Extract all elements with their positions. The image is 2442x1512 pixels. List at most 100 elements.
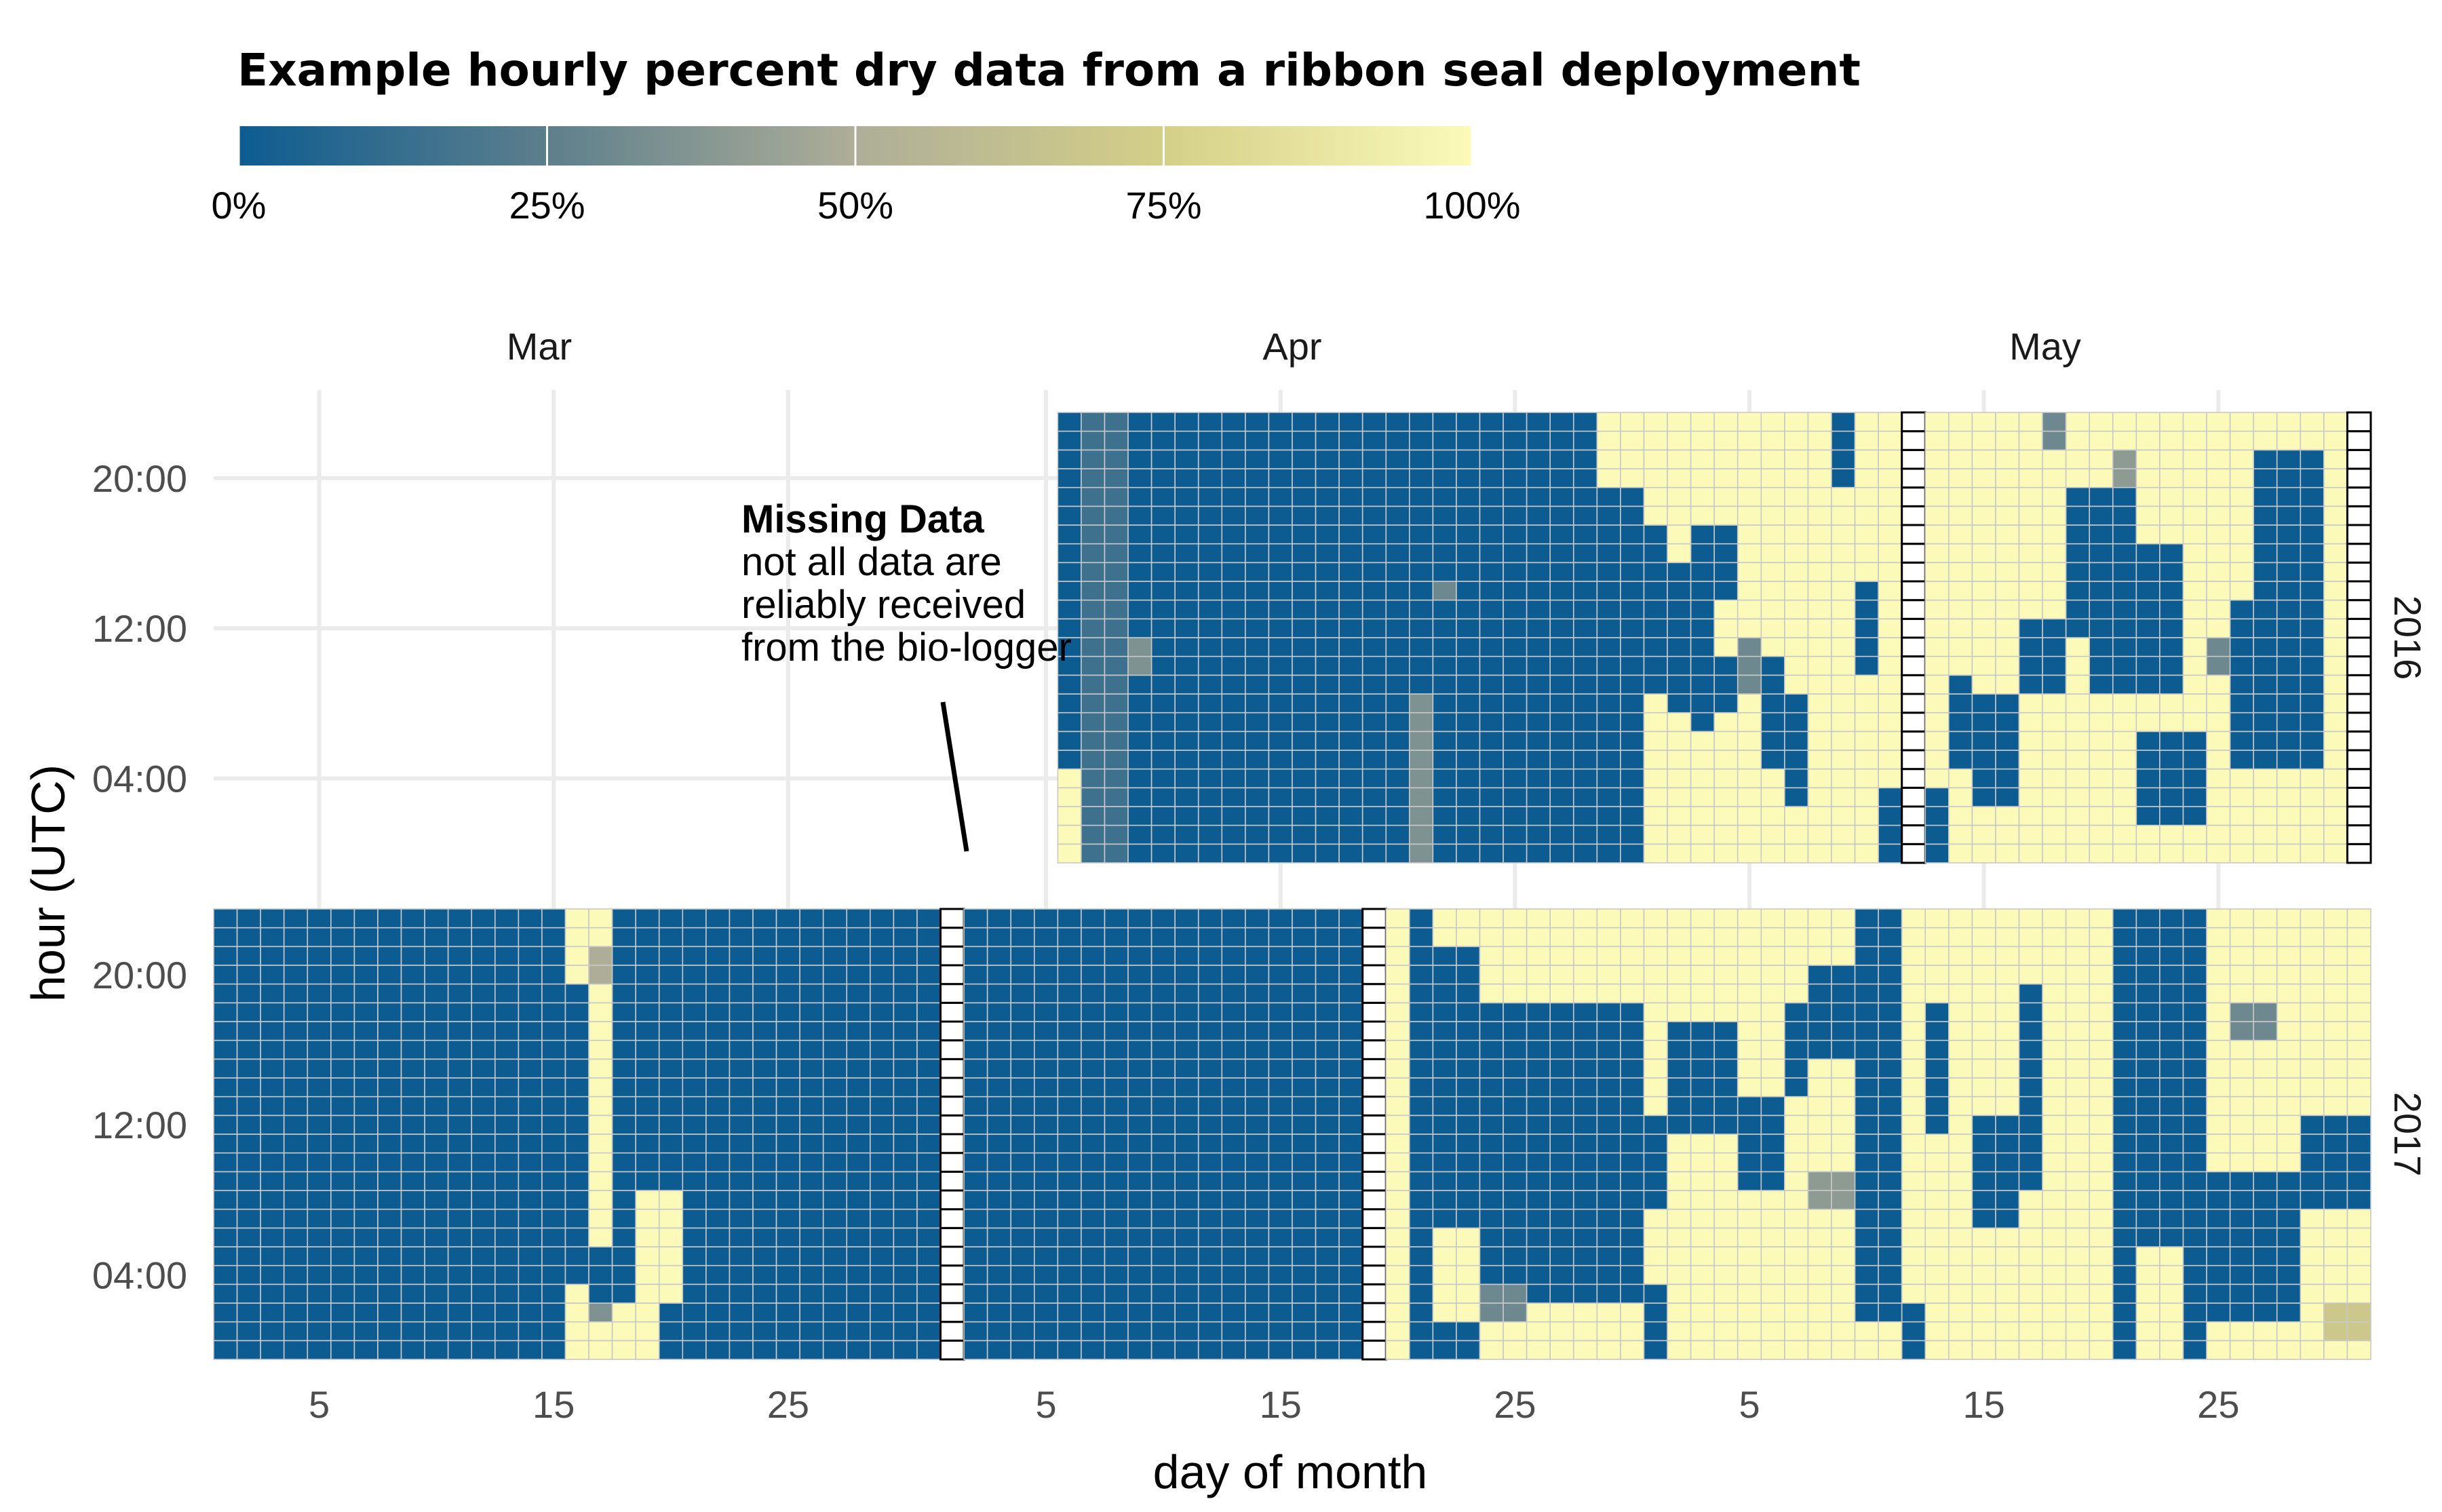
heatmap-cell: [1479, 1283, 1504, 1304]
heatmap-cell: [1292, 806, 1317, 826]
heatmap-cell: [1245, 750, 1270, 770]
heatmap-cell: [1292, 731, 1317, 751]
heatmap-cell: [518, 946, 543, 966]
heatmap-cell: [822, 965, 848, 985]
heatmap-cell: [611, 908, 636, 929]
heatmap-cell: [2182, 562, 2207, 582]
heatmap-cell: [1526, 731, 1551, 751]
heatmap-cell: [822, 1340, 848, 1360]
heatmap-cell: [2112, 430, 2137, 451]
heatmap-cell: [2112, 806, 2137, 826]
heatmap-cell: [471, 1227, 496, 1247]
heatmap-cell: [564, 946, 589, 966]
heatmap-cell: [752, 927, 777, 948]
heatmap-cell: [893, 1058, 918, 1079]
heatmap-cell: [1033, 1171, 1059, 1191]
heatmap-cell: [1385, 524, 1410, 545]
heatmap-cell: [1948, 1302, 1973, 1323]
heatmap-cell: [986, 1264, 1012, 1285]
heatmap-cell: [1807, 768, 1832, 789]
heatmap-cell: [1081, 750, 1106, 770]
heatmap-cell: [1620, 843, 1645, 864]
heatmap-cell: [1385, 1227, 1410, 1247]
heatmap-cell: [2300, 655, 2325, 676]
heatmap-cell: [1572, 468, 1598, 488]
heatmap-cell: [1549, 946, 1574, 966]
heatmap-cell: [2300, 1283, 2325, 1304]
heatmap-cell: [1409, 449, 1434, 469]
heatmap-cell: [1221, 581, 1246, 601]
heatmap-cell: [447, 1077, 473, 1098]
heatmap-cell: [2065, 449, 2091, 469]
heatmap-cell: [471, 1058, 496, 1079]
heatmap-cell: [260, 1246, 285, 1266]
heatmap-cell: [2276, 1096, 2302, 1117]
heatmap-cell: [1268, 927, 1293, 948]
heatmap-cell: [2323, 543, 2348, 564]
heatmap-cell: [635, 1058, 660, 1079]
heatmap-cell: [1572, 1114, 1598, 1135]
heatmap-cell: [213, 1190, 238, 1210]
heatmap-cell: [1713, 1058, 1739, 1079]
heatmap-cell: [1667, 1264, 1692, 1285]
missing-data-cell: [1361, 1208, 1387, 1229]
heatmap-cell: [2182, 1114, 2207, 1135]
heatmap-cell: [2089, 1340, 2114, 1360]
heatmap-cell: [1221, 1077, 1246, 1098]
heatmap-cell: [2042, 1264, 2067, 1285]
heatmap-cell: [2112, 927, 2137, 948]
heatmap-cell: [1057, 1152, 1082, 1173]
heatmap-cell: [893, 1227, 918, 1247]
heatmap-cell: [1432, 524, 1457, 545]
heatmap-cell: [2206, 965, 2231, 985]
heatmap-cell: [2135, 750, 2160, 770]
heatmap-cell: [1526, 505, 1551, 526]
heatmap-cell: [1690, 1208, 1715, 1229]
heatmap-cell: [1268, 843, 1293, 864]
heatmap-cell: [2276, 1021, 2302, 1041]
heatmap-cell: [564, 927, 589, 948]
heatmap-cell: [236, 1340, 261, 1360]
heatmap-cell: [1315, 806, 1340, 826]
heatmap-cell: [1268, 965, 1293, 985]
heatmap-cell: [2018, 581, 2043, 601]
heatmap-cell: [1620, 1264, 1645, 1285]
heatmap-cell: [870, 1208, 895, 1229]
heatmap-cell: [1549, 505, 1574, 526]
heatmap-cell: [2159, 843, 2184, 864]
heatmap-cell: [1549, 1208, 1574, 1229]
heatmap-cell: [2276, 1114, 2302, 1135]
heatmap-cell: [518, 1171, 543, 1191]
heatmap-cell: [1338, 1114, 1363, 1135]
heatmap-cell: [2253, 1227, 2278, 1247]
heatmap-cell: [1456, 674, 1481, 695]
heatmap-cell: [1784, 1152, 1809, 1173]
heatmap-cell: [1104, 806, 1129, 826]
heatmap-cell: [1292, 1246, 1317, 1266]
heatmap-cell: [1057, 1246, 1082, 1266]
heatmap-cell: [1854, 1002, 1879, 1022]
heatmap-cell: [447, 1264, 473, 1285]
heatmap-cell: [2300, 468, 2325, 488]
heatmap-cell: [729, 1021, 754, 1041]
heatmap-cell: [1596, 1283, 1621, 1304]
heatmap-cell: [1596, 1096, 1621, 1117]
heatmap-cell: [1854, 412, 1879, 432]
heatmap-cell: [1620, 468, 1645, 488]
heatmap-cell: [1174, 1152, 1199, 1173]
heatmap-cell: [2112, 843, 2137, 864]
heatmap-cell: [1995, 731, 2020, 751]
heatmap-cell: [1854, 1264, 1879, 1285]
heatmap-cell: [1924, 768, 1950, 789]
heatmap-cell: [1409, 843, 1434, 864]
heatmap-cell: [1572, 731, 1598, 751]
heatmap-cell: [447, 1246, 473, 1266]
heatmap-cell: [2135, 486, 2160, 507]
heatmap-cell: [1479, 965, 1504, 985]
heatmap-cell: [1690, 562, 1715, 582]
heatmap-cell: [1667, 486, 1692, 507]
heatmap-cell: [1150, 562, 1176, 582]
heatmap-cell: [1995, 1096, 2020, 1117]
heatmap-cell: [236, 1171, 261, 1191]
heatmap-cell: [1432, 599, 1457, 620]
